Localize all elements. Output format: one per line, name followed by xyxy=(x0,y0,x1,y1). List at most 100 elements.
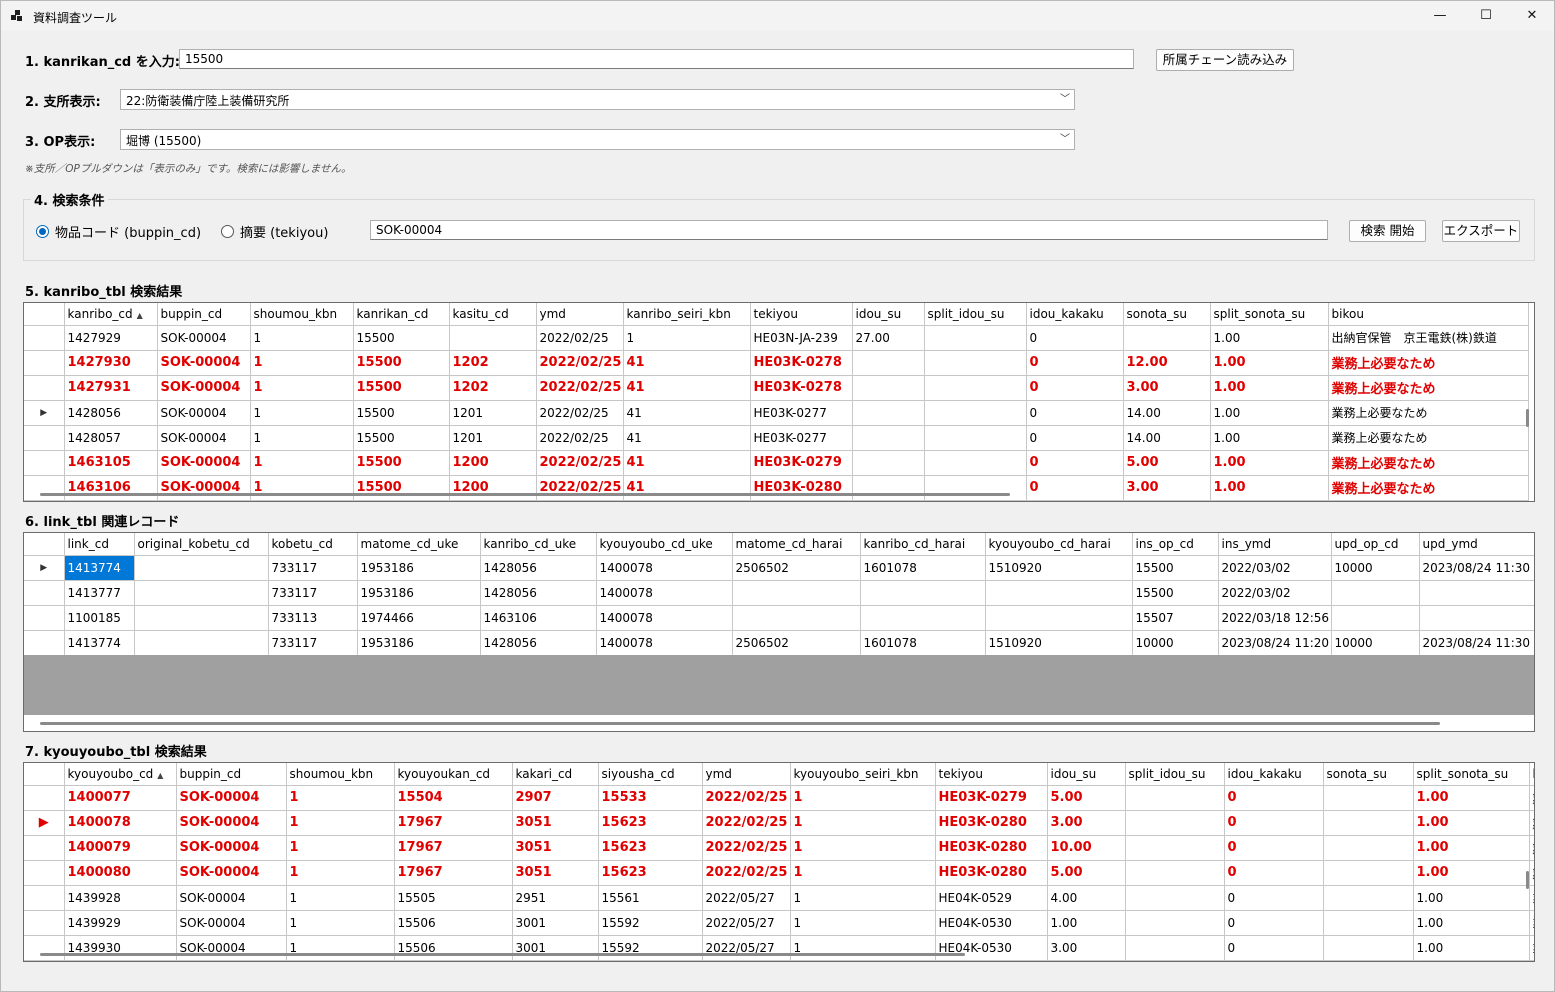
table-cell[interactable]: 2022/02/25 xyxy=(536,475,624,501)
table-cell[interactable]: 1 xyxy=(286,885,395,911)
search-button[interactable]: 検索 開始 xyxy=(1349,220,1426,242)
table-cell[interactable]: 1 xyxy=(790,860,936,886)
table-cell[interactable]: 2022/02/25 xyxy=(702,810,791,836)
column-header[interactable]: idou_su xyxy=(1047,763,1126,786)
column-header[interactable]: sonota_su xyxy=(1123,303,1211,326)
table-cell[interactable] xyxy=(1125,835,1225,861)
column-header[interactable]: kyouyoukan_cd xyxy=(394,763,513,786)
table-cell[interactable]: HE03K-0280 xyxy=(935,835,1048,861)
table-row[interactable]: 1463105 SOK-00004 1 15500 1200 2022/02/25 41 HE… xyxy=(24,450,1529,476)
table-row[interactable]: 1400077 SOK-00004 1 15504 2907 15533 2022/02/2… xyxy=(24,785,1534,811)
table-cell[interactable]: 733117 xyxy=(268,555,358,581)
table-cell[interactable]: 1953186 xyxy=(357,580,481,606)
table-cell[interactable]: SOK-00004 xyxy=(157,350,251,376)
table-cell[interactable]: HE04K-0529 xyxy=(935,885,1048,911)
table-cell[interactable]: 1428057 xyxy=(64,425,158,451)
table-cell[interactable]: 1400077 xyxy=(64,785,177,811)
table-cell[interactable]: 2022/03/02 xyxy=(1218,580,1332,606)
table-cell[interactable]: 1439928 xyxy=(64,885,177,911)
table-cell[interactable] xyxy=(1125,860,1225,886)
table-cell[interactable]: 業務上必要なため xyxy=(1328,375,1529,401)
table-cell[interactable]: 1 xyxy=(790,935,936,961)
table-row[interactable]: 1428057 SOK-00004 1 15500 1201 2022/02/25 41 HE… xyxy=(24,425,1529,451)
table-cell[interactable]: 0 xyxy=(1224,935,1324,961)
search-input[interactable]: SOK-00004 xyxy=(370,220,1328,240)
table-cell[interactable]: 1 xyxy=(286,910,395,936)
table-cell[interactable]: 1200 xyxy=(449,450,537,476)
table-cell[interactable]: 15561 xyxy=(598,885,703,911)
table-cell[interactable]: 27.00 xyxy=(852,325,925,351)
table-cell[interactable]: SOK-00004 xyxy=(157,325,251,351)
table-cell[interactable]: 15533 xyxy=(598,785,703,811)
table-row[interactable]: ▶ 1400078 SOK-00004 1 17967 3051 15623 2022/02/… xyxy=(24,810,1534,836)
table-cell[interactable]: 1 xyxy=(250,425,354,451)
table-cell[interactable]: 2022/05/27 xyxy=(702,910,791,936)
row-header[interactable] xyxy=(24,450,65,476)
table-cell[interactable]: 733113 xyxy=(268,605,358,631)
column-header[interactable]: upd_op_cd xyxy=(1331,533,1420,556)
horizontal-scrollbar[interactable] xyxy=(40,722,1440,725)
table-cell[interactable]: 業務上必要なため xyxy=(1328,475,1529,501)
table-cell[interactable]: 2022/05/27 xyxy=(702,935,791,961)
table-cell[interactable]: 15500 xyxy=(1132,580,1219,606)
close-button[interactable]: ✕ xyxy=(1526,8,1538,23)
table-cell[interactable]: 1.00 xyxy=(1413,885,1530,911)
column-header[interactable]: link_cd xyxy=(64,533,135,556)
table-cell[interactable]: 1.00 xyxy=(1210,325,1329,351)
table-cell[interactable]: 41 xyxy=(623,450,751,476)
current-row-arrow-icon[interactable]: ▶ xyxy=(24,400,65,426)
row-header[interactable] xyxy=(24,910,65,936)
table-cell[interactable]: 0 xyxy=(1224,785,1324,811)
radio-tekiyou[interactable]: 摘要 (tekiyou) xyxy=(221,222,328,241)
table-cell[interactable]: 1428056 xyxy=(64,400,158,426)
table-cell[interactable]: 1463106 xyxy=(64,475,158,501)
row-header[interactable] xyxy=(24,425,65,451)
table-cell[interactable]: 2023/08/24 11:20 xyxy=(1218,630,1332,656)
table-cell[interactable] xyxy=(134,605,269,631)
table-cell[interactable]: 1400078 xyxy=(596,555,733,581)
table-cell[interactable]: 1953186 xyxy=(357,630,481,656)
table-cell[interactable]: 12.00 xyxy=(1123,350,1211,376)
table-cell[interactable]: 41 xyxy=(623,425,751,451)
table-cell[interactable]: SOK-00004 xyxy=(176,860,287,886)
column-header[interactable]: matome_cd_uke xyxy=(357,533,481,556)
table-cell[interactable]: 0 xyxy=(1026,350,1124,376)
table-cell[interactable]: SOK-00004 xyxy=(176,810,287,836)
table-cell[interactable]: 15504 xyxy=(394,785,513,811)
table-cell[interactable] xyxy=(860,605,986,631)
table-cell[interactable] xyxy=(732,580,861,606)
row-header[interactable] xyxy=(24,835,65,861)
table-cell[interactable]: 15500 xyxy=(353,475,450,501)
column-header[interactable]: kanribo_cd_uke xyxy=(480,533,597,556)
table-cell[interactable]: 15623 xyxy=(598,860,703,886)
column-header[interactable]: idou_kakaku xyxy=(1224,763,1324,786)
load-chain-button[interactable]: 所属チェーン読み込み xyxy=(1156,49,1294,71)
table-cell[interactable]: 業務 xyxy=(1529,860,1534,886)
table-cell[interactable]: 15500 xyxy=(353,375,450,401)
table-cell[interactable]: HE03K-0280 xyxy=(750,475,853,501)
table-cell[interactable]: 1.00 xyxy=(1210,475,1329,501)
table-cell[interactable] xyxy=(1331,605,1420,631)
column-header[interactable]: kanribo_seiri_kbn xyxy=(623,303,751,326)
row-header[interactable] xyxy=(24,580,65,606)
maximize-button[interactable]: ☐ xyxy=(1480,8,1492,23)
table-cell[interactable]: 1400078 xyxy=(596,630,733,656)
table-cell[interactable]: 3051 xyxy=(512,860,599,886)
table-cell[interactable]: 3.00 xyxy=(1123,475,1211,501)
table-cell[interactable]: 2022/02/25 xyxy=(702,785,791,811)
table-cell[interactable] xyxy=(924,400,1027,426)
op-select[interactable]: 堀博 (15500) ﹀ xyxy=(120,129,1075,150)
table-cell[interactable]: 1 xyxy=(623,325,751,351)
column-header[interactable]: buppin_cd xyxy=(157,303,251,326)
table-cell[interactable]: 1.00 xyxy=(1047,910,1126,936)
table-cell[interactable]: 3.00 xyxy=(1047,935,1126,961)
table-cell[interactable]: 2023/08/24 11:30 xyxy=(1419,630,1534,656)
table-cell[interactable] xyxy=(1419,580,1534,606)
table-cell[interactable]: 3.00 xyxy=(1047,810,1126,836)
table-cell[interactable]: 3051 xyxy=(512,835,599,861)
table-cell[interactable]: 10000 xyxy=(1331,630,1420,656)
table-cell[interactable] xyxy=(924,475,1027,501)
table-cell[interactable]: 15506 xyxy=(394,910,513,936)
table-cell[interactable]: SOK-00004 xyxy=(157,475,251,501)
table-cell[interactable]: 1400078 xyxy=(596,580,733,606)
